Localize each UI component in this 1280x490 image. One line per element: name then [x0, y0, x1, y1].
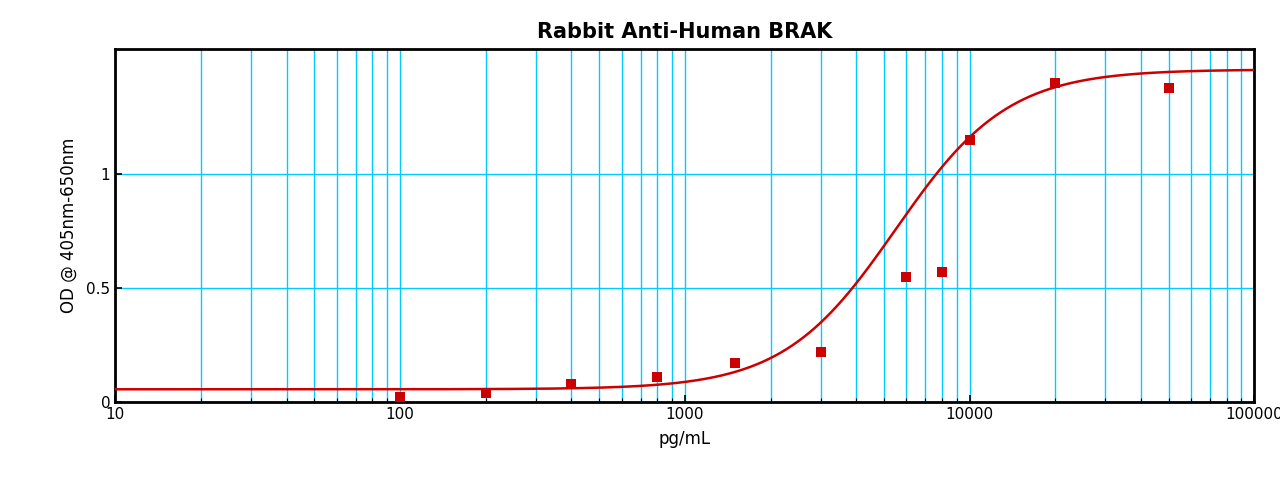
- Point: [960, 136, 980, 144]
- Point: [561, 380, 581, 388]
- Title: Rabbit Anti-Human BRAK: Rabbit Anti-Human BRAK: [538, 22, 832, 42]
- Point: [475, 389, 495, 396]
- X-axis label: pg/mL: pg/mL: [659, 430, 710, 448]
- Point: [389, 393, 410, 401]
- Y-axis label: OD @ 405nm-650nm: OD @ 405nm-650nm: [60, 138, 78, 313]
- Point: [932, 268, 952, 276]
- Point: [810, 348, 831, 356]
- Point: [1158, 84, 1179, 92]
- Point: [1044, 79, 1065, 87]
- Point: [896, 273, 916, 281]
- Point: [724, 359, 745, 367]
- Point: [646, 373, 667, 381]
